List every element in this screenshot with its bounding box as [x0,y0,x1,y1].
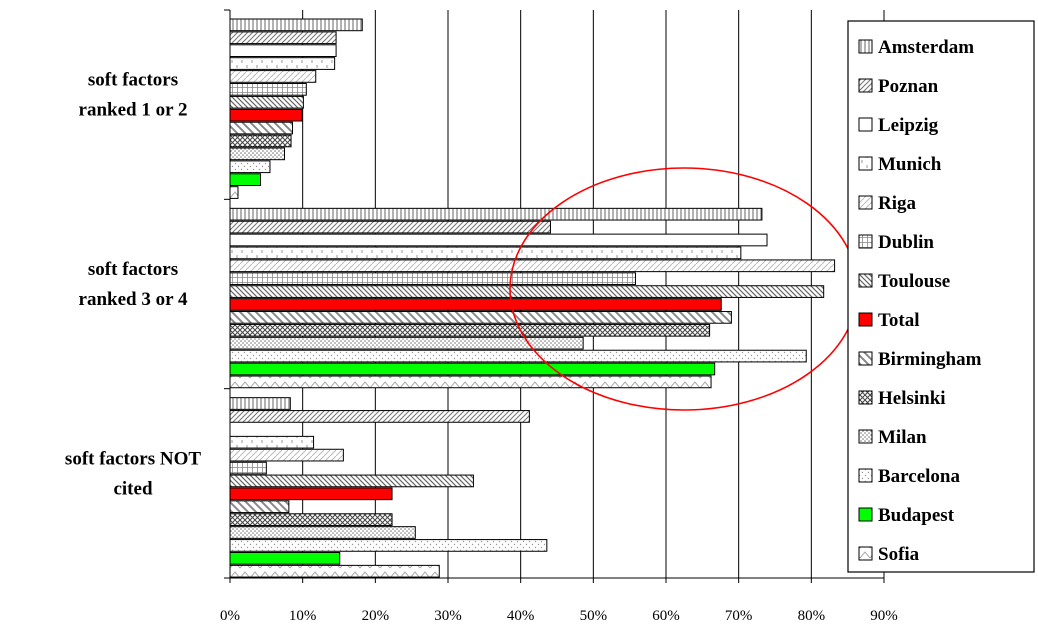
x-tick-label: 70% [725,608,753,624]
legend-swatch-total [858,312,873,327]
bar-budapest-2 [229,362,716,376]
bar-helsinki-2 [229,323,711,337]
x-tick-label: 80% [798,608,826,624]
legend-swatch-milan [858,429,873,444]
category-label: soft factors [88,70,178,91]
bar-budapest-3 [229,551,341,565]
legend-label-barcelona: Barcelona [878,466,960,487]
bar-budapest-1 [229,173,262,187]
x-tick-label: 40% [507,608,535,624]
bar-barcelona-3 [229,539,548,552]
legend-swatch-toulouse [858,273,873,288]
legend-label-toulouse: Toulouse [878,271,950,292]
bar-poznan-3 [229,410,530,423]
bar-amsterdam-3 [229,397,291,410]
bar-milan-1 [229,147,285,161]
bar-munich-1 [229,57,336,70]
category-label: soft factors NOT [65,448,201,469]
legend-swatch-barcelona [858,468,873,483]
bar-amsterdam-2 [229,207,763,221]
bar-helsinki-1 [229,134,292,148]
bar-leipzig-2 [229,233,768,247]
legend-label-munich: Munich [878,154,942,175]
x-tick-label: 20% [362,608,390,624]
bar-munich-3 [229,435,315,449]
legend-box [847,20,1035,573]
bar-toulouse-3 [229,474,474,488]
legend-label-amsterdam: Amsterdam [878,37,974,58]
legend-swatch-budapest [858,507,873,522]
legend-label-riga: Riga [878,193,917,214]
bar-birmingham-1 [229,121,293,135]
bar-poznan-1 [229,31,337,45]
bar-barcelona-1 [229,160,271,174]
legend-label-helsinki: Helsinki [878,388,946,409]
x-tick-label: 90% [870,608,898,624]
x-tick-label: 10% [289,608,317,624]
legend-swatch-dublin [858,234,873,249]
bar-total-2 [229,298,722,311]
legend-swatch-amsterdam [858,39,873,54]
bars [229,18,836,578]
category-label: ranked 3 or 4 [79,289,188,310]
legend: Amsterdam Poznan Leipzig Munich Riga Dublin To… [847,20,1035,573]
bar-leipzig-1 [229,44,337,57]
bar-milan-2 [229,336,584,350]
bar-poznan-2 [229,220,551,234]
bar-dublin-3 [229,461,267,475]
bar-total-3 [229,487,393,501]
bar-helsinki-3 [229,513,393,526]
legend-label-poznan: Poznan [878,76,939,97]
x-tick-label: 60% [652,608,680,624]
legend-swatch-sofia [858,546,873,561]
bar-sofia-1 [229,186,239,199]
legend-label-birmingham: Birmingham [878,349,982,370]
category-label: soft factors [88,259,178,280]
bar-birmingham-3 [229,500,290,514]
axes: 0% 10% 20% 30% 40% 50% 60% 70% 80% 90% [220,9,898,624]
bar-riga-2 [229,259,836,273]
category-label: cited [113,478,152,499]
legend-swatch-poznan [858,78,873,93]
bar-toulouse-1 [229,95,304,109]
bar-sofia-3 [229,564,440,578]
legend-label-milan: Milan [878,427,927,448]
legend-label-budapest: Budapest [878,505,955,526]
bar-barcelona-2 [229,349,807,363]
category-labels: soft factors ranked 1 or 2 soft factors ran… [65,70,201,500]
x-tick-label: 0% [220,608,240,624]
bar-milan-3 [229,526,416,539]
bar-birmingham-2 [229,311,732,324]
bar-riga-3 [229,448,344,462]
bar-sofia-2 [229,375,712,389]
bar-toulouse-2 [229,285,825,298]
legend-swatch-helsinki [858,390,873,405]
bar-riga-1 [229,70,317,83]
legend-label-sofia: Sofia [878,544,920,565]
bar-munich-2 [229,246,742,260]
legend-label-leipzig: Leipzig [878,115,939,136]
bar-dublin-2 [229,272,636,286]
legend-label-dublin: Dublin [878,232,934,253]
x-tick-label: 50% [580,608,608,624]
x-tick-label: 30% [434,608,462,624]
legend-label-total: Total [878,310,920,331]
legend-swatch-munich [858,156,873,171]
bar-amsterdam-1 [229,18,363,32]
category-label: ranked 1 or 2 [79,100,188,121]
legend-swatch-birmingham [858,351,873,366]
bar-dublin-1 [229,83,307,96]
bar-total-1 [229,108,303,122]
legend-swatch-leipzig [858,117,873,132]
legend-swatch-riga [858,195,873,210]
